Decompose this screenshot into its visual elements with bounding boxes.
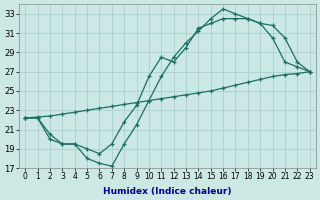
X-axis label: Humidex (Indice chaleur): Humidex (Indice chaleur) xyxy=(103,187,232,196)
